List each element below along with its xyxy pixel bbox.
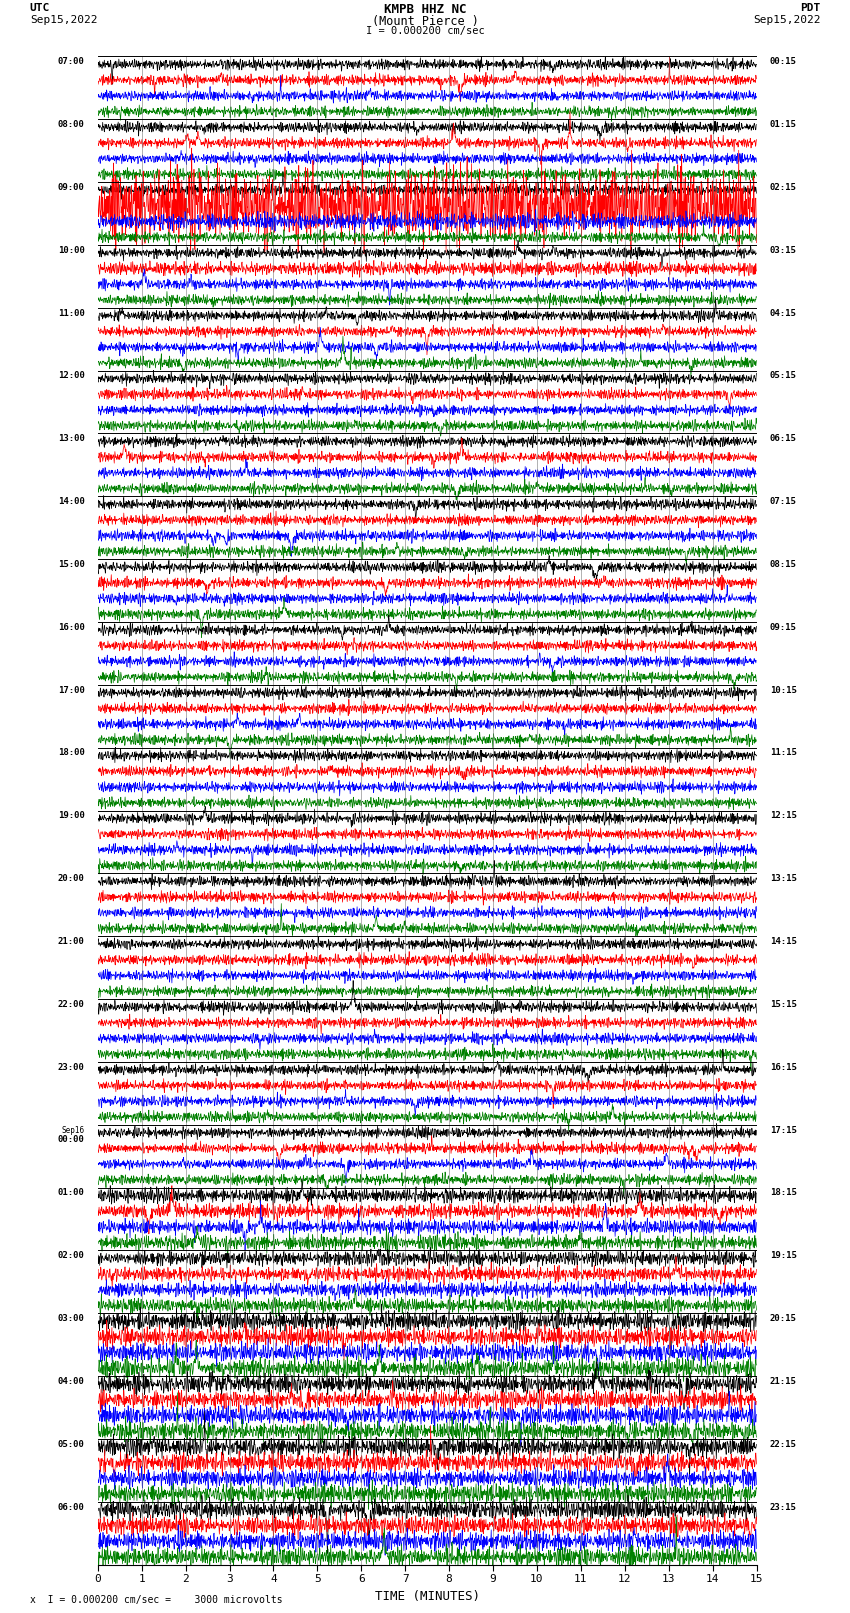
Text: UTC: UTC bbox=[30, 3, 50, 13]
Text: 03:00: 03:00 bbox=[58, 1315, 84, 1323]
Text: 04:15: 04:15 bbox=[769, 308, 796, 318]
Text: 13:15: 13:15 bbox=[769, 874, 796, 884]
Text: 02:15: 02:15 bbox=[769, 182, 796, 192]
Text: 15:00: 15:00 bbox=[58, 560, 84, 569]
Text: 17:00: 17:00 bbox=[58, 686, 84, 695]
Text: 18:15: 18:15 bbox=[769, 1189, 796, 1197]
Text: 10:15: 10:15 bbox=[769, 686, 796, 695]
Text: Sep15,2022: Sep15,2022 bbox=[30, 15, 97, 24]
Text: 11:15: 11:15 bbox=[769, 748, 796, 758]
Text: 14:00: 14:00 bbox=[58, 497, 84, 506]
X-axis label: TIME (MINUTES): TIME (MINUTES) bbox=[375, 1590, 479, 1603]
Text: Sep16: Sep16 bbox=[61, 1126, 84, 1134]
Text: 20:15: 20:15 bbox=[769, 1315, 796, 1323]
Text: 19:00: 19:00 bbox=[58, 811, 84, 821]
Text: (Mount Pierce ): (Mount Pierce ) bbox=[371, 15, 479, 27]
Text: 07:00: 07:00 bbox=[58, 56, 84, 66]
Text: 15:15: 15:15 bbox=[769, 1000, 796, 1008]
Text: 21:15: 21:15 bbox=[769, 1378, 796, 1386]
Text: 09:15: 09:15 bbox=[769, 623, 796, 632]
Text: x  I = 0.000200 cm/sec =    3000 microvolts: x I = 0.000200 cm/sec = 3000 microvolts bbox=[30, 1595, 282, 1605]
Text: 05:15: 05:15 bbox=[769, 371, 796, 381]
Text: 23:15: 23:15 bbox=[769, 1503, 796, 1511]
Text: 16:15: 16:15 bbox=[769, 1063, 796, 1071]
Text: 13:00: 13:00 bbox=[58, 434, 84, 444]
Text: 06:00: 06:00 bbox=[58, 1503, 84, 1511]
Text: 01:00: 01:00 bbox=[58, 1189, 84, 1197]
Text: 11:00: 11:00 bbox=[58, 308, 84, 318]
Text: 14:15: 14:15 bbox=[769, 937, 796, 945]
Text: PDT: PDT bbox=[800, 3, 820, 13]
Text: KMPB HHZ NC: KMPB HHZ NC bbox=[383, 3, 467, 16]
Text: Sep15,2022: Sep15,2022 bbox=[753, 15, 820, 24]
Text: 00:00: 00:00 bbox=[58, 1136, 84, 1144]
Text: 10:00: 10:00 bbox=[58, 245, 84, 255]
Text: 06:15: 06:15 bbox=[769, 434, 796, 444]
Text: 08:15: 08:15 bbox=[769, 560, 796, 569]
Text: 01:15: 01:15 bbox=[769, 119, 796, 129]
Text: 00:15: 00:15 bbox=[769, 56, 796, 66]
Text: 18:00: 18:00 bbox=[58, 748, 84, 758]
Text: 04:00: 04:00 bbox=[58, 1378, 84, 1386]
Text: 19:15: 19:15 bbox=[769, 1252, 796, 1260]
Text: 12:15: 12:15 bbox=[769, 811, 796, 821]
Text: 23:00: 23:00 bbox=[58, 1063, 84, 1071]
Text: I = 0.000200 cm/sec: I = 0.000200 cm/sec bbox=[366, 26, 484, 35]
Text: 02:00: 02:00 bbox=[58, 1252, 84, 1260]
Text: 20:00: 20:00 bbox=[58, 874, 84, 884]
Text: 17:15: 17:15 bbox=[769, 1126, 796, 1134]
Text: 07:15: 07:15 bbox=[769, 497, 796, 506]
Text: 16:00: 16:00 bbox=[58, 623, 84, 632]
Text: 05:00: 05:00 bbox=[58, 1440, 84, 1448]
Text: 08:00: 08:00 bbox=[58, 119, 84, 129]
Text: 03:15: 03:15 bbox=[769, 245, 796, 255]
Text: 09:00: 09:00 bbox=[58, 182, 84, 192]
Text: 21:00: 21:00 bbox=[58, 937, 84, 945]
Text: 22:15: 22:15 bbox=[769, 1440, 796, 1448]
Text: 22:00: 22:00 bbox=[58, 1000, 84, 1008]
Text: 12:00: 12:00 bbox=[58, 371, 84, 381]
